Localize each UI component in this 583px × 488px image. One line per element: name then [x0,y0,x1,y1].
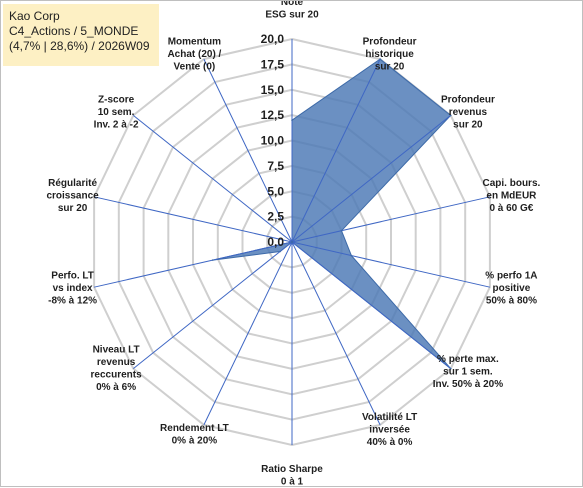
axis-spoke [291,58,381,243]
data-point [340,229,343,232]
axis-label: Capi. bours. en MdEUR 0 à 60 G€ [483,178,541,214]
axis-label: Niveau LT revenus reccurents 0% à 6% [91,344,143,393]
axis-spoke [291,241,381,426]
tick-label: 20,0 [261,32,285,46]
tick-label: 10,0 [261,134,285,148]
tick-label: 17,5 [261,57,285,71]
info-company: Kao Corp [9,9,60,23]
info-performance: (4,7% | 28,6%) / 2026W09 [9,39,150,53]
axis-spoke [93,196,293,243]
axis-spoke [132,115,293,243]
axis-label: Note ESG sur 20 [265,1,319,21]
data-point [449,114,452,117]
axis-spoke [132,241,293,369]
data-point [291,241,293,243]
axis-spoke [291,241,452,369]
tick-label: 5,0 [267,184,284,198]
axis-label: Volatilité LT inversée 40% à 0% [362,412,417,448]
info-box: Kao Corp C4_Actions / 5_MONDE (4,7% | 28… [3,4,159,66]
axis-label: Ratio Sharpe 0 à 1 [261,464,323,488]
axis-spoke [203,58,293,243]
info-category: C4_Actions / 5_MONDE [9,24,139,38]
axis-label: Rendement LT 0% à 20% [160,423,229,447]
data-point [379,58,381,60]
axis-spoke [203,241,293,426]
tick-label: 15,0 [261,83,285,97]
axis-label: Profondeur revenus sur 20 [441,95,495,131]
tick-label: 12,5 [261,108,285,122]
axis-label: % perte max. sur 1 sem. Inv. 50% à 20% [433,354,504,390]
data-point [449,367,452,370]
axis-spoke [291,115,452,243]
tick-label: 7,5 [267,159,284,173]
axis-label: Profondeur historique sur 20 [363,37,417,73]
data-point [279,250,281,253]
tick-label: 0,0 [267,235,284,249]
axis-label: Z-score 10 sem. Inv. 2 à -2 [94,95,139,131]
axis-label: Régularité croissance sur 20 [46,178,99,214]
axis-label: Perfo. LT vs index -8% à 12% [48,271,97,307]
data-point [212,259,214,261]
axis-spoke [93,241,293,288]
axis-spoke [291,196,491,243]
tick-label: 2,5 [267,210,284,224]
axis-label: % perfo 1A positive 50% à 80% [485,271,537,307]
data-point [350,254,353,257]
axis-label: Momentum Achat (20) / Vente (0) [167,37,221,73]
axis-spoke [291,241,491,288]
data-point [291,119,293,121]
